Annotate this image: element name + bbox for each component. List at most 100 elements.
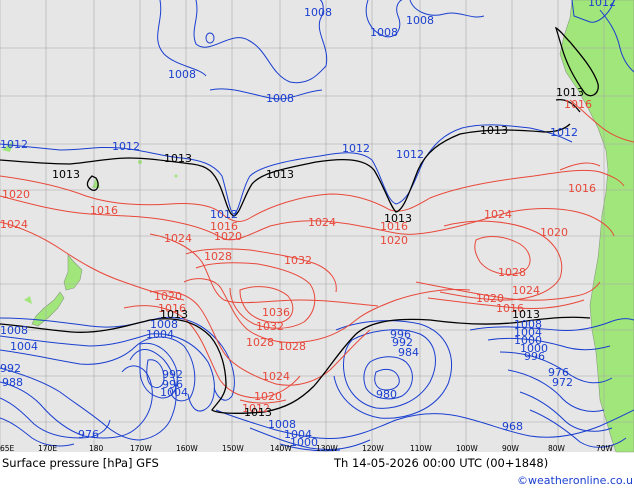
label-red: 1016 (564, 98, 592, 111)
label-blue: 984 (398, 346, 419, 359)
label-red: 1024 (0, 218, 28, 231)
label-blue: 1000 (514, 334, 542, 347)
isobars-low (0, 0, 634, 452)
label-blue: 976 (78, 428, 99, 441)
label-blue: 968 (502, 420, 523, 433)
lon-label: 140W (270, 444, 292, 453)
lon-label: 70W (596, 444, 614, 453)
lon-label: 100W (456, 444, 478, 453)
valid-time: Th 14-05-2026 00:00 UTC (00+1848) (334, 456, 549, 470)
lon-label: 80W (548, 444, 566, 453)
label-blue: 1008 (370, 26, 398, 39)
label-blue: 1004 (146, 328, 174, 341)
isobars-standard (0, 26, 599, 414)
label-blue: 1012 (112, 140, 140, 153)
label-blue: 992 (162, 368, 183, 381)
label-red: 1020 (476, 292, 504, 305)
label-red: 1016 (90, 204, 118, 217)
label-blue: 1008 (168, 68, 196, 81)
label-red: 1024 (308, 216, 336, 229)
label-blue: 1012 (396, 148, 424, 161)
lon-label: 120W (362, 444, 384, 453)
label-blue: 1012 (0, 138, 28, 151)
label-black: 1013 (244, 406, 272, 419)
label-red: 1020 (380, 234, 408, 247)
label-black: 1013 (384, 212, 412, 225)
label-red: 1028 (278, 340, 306, 353)
label-blue: 996 (524, 350, 545, 363)
longitude-labels: 65E 170E 180 170W 160W 150W 140W 130W 12… (0, 444, 614, 453)
lon-label: 170E (38, 444, 57, 453)
label-blue: 1012 (210, 208, 238, 221)
label-red: 1020 (2, 188, 30, 201)
land-new-zealand (31, 254, 83, 327)
lon-label: 170W (130, 444, 152, 453)
label-blue: 996 (162, 378, 183, 391)
label-blue: 1000 (290, 436, 318, 449)
label-red: 1016 (158, 302, 186, 315)
label-red: 1024 (262, 370, 290, 383)
label-black: 1013 (556, 86, 584, 99)
label-red: 1032 (284, 254, 312, 267)
label-black: 1013 (164, 152, 192, 165)
label-black: 1013 (480, 124, 508, 137)
land-islands (2, 140, 630, 346)
label-red: 1024 (164, 232, 192, 245)
label-blue: 1008 (150, 318, 178, 331)
lon-label: 180 (89, 444, 104, 453)
label-blue: 1008 (304, 6, 332, 19)
label-red: 1032 (256, 320, 284, 333)
label-blue: 992 (392, 336, 413, 349)
lon-label: 130W (316, 444, 338, 453)
label-black: 1013 (512, 308, 540, 321)
label-blue: 1000 (520, 342, 548, 355)
label-red: 1024 (484, 208, 512, 221)
isobars-high (0, 99, 634, 404)
label-blue: 1012 (342, 142, 370, 155)
label-red: 1020 (214, 230, 242, 243)
label-blue: 988 (2, 376, 23, 389)
label-red: 1016 (568, 182, 596, 195)
label-red: 1024 (512, 284, 540, 297)
label-blue: 976 (548, 366, 569, 379)
label-red: 1028 (204, 250, 232, 263)
lon-label: 150W (222, 444, 244, 453)
lat-lon-grid (0, 0, 634, 452)
credit-link[interactable]: ©weatheronline.co.uk (517, 474, 634, 487)
lon-label: 160W (176, 444, 198, 453)
lon-label: 65E (0, 444, 15, 453)
label-blue: 992 (0, 362, 21, 375)
lon-label: 90W (502, 444, 520, 453)
label-black: 1013 (266, 168, 294, 181)
label-blue: 1008 (514, 318, 542, 331)
label-blue: 1004 (284, 428, 312, 441)
label-red: 1028 (246, 336, 274, 349)
label-blue: 1008 (268, 418, 296, 431)
label-black: 1013 (160, 308, 188, 321)
label-red: 1020 (154, 290, 182, 303)
isobar-labels: 1008 1008 1008 1008 1008 1012 1012 1012 … (0, 0, 616, 449)
label-black: 1013 (52, 168, 80, 181)
label-blue: 1012 (588, 0, 616, 9)
label-red: 1028 (498, 266, 526, 279)
label-red: 1036 (262, 306, 290, 319)
label-blue: 980 (376, 388, 397, 401)
label-red: 1012 (242, 402, 270, 415)
label-red: 1016 (380, 220, 408, 233)
label-red: 1016 (210, 220, 238, 233)
label-red: 1020 (540, 226, 568, 239)
label-blue: 1004 (514, 326, 542, 339)
label-blue: 1004 (160, 386, 188, 399)
label-red: 1016 (496, 302, 524, 315)
label-blue: 1004 (10, 340, 38, 353)
lon-label: 110W (410, 444, 432, 453)
label-blue: 1008 (406, 14, 434, 27)
label-blue: 1012 (550, 126, 578, 139)
label-blue: 1008 (266, 92, 294, 105)
label-blue: 972 (552, 376, 573, 389)
label-red: 1020 (254, 390, 282, 403)
label-blue: 996 (390, 328, 411, 341)
label-blue: 1008 (0, 324, 28, 337)
map-title: Surface pressure [hPa] GFS (2, 456, 159, 470)
